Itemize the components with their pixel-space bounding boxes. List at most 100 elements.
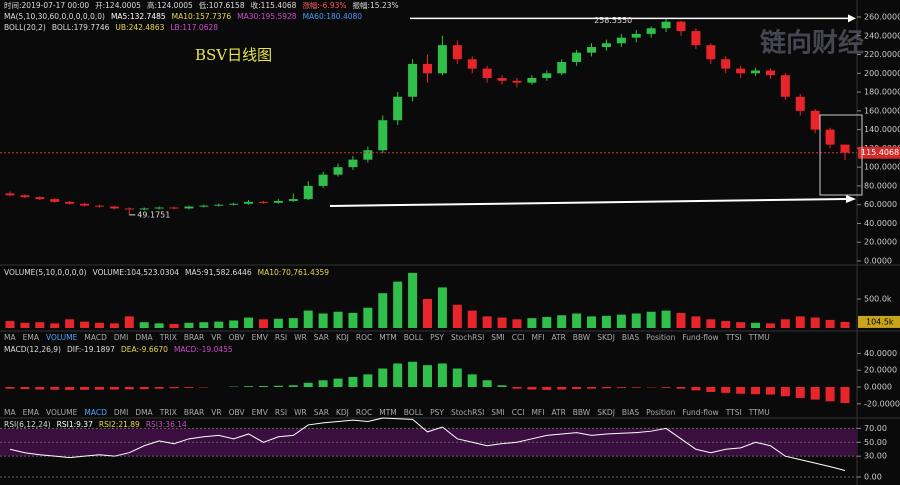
indicator-tab[interactable]: BBW [572, 333, 591, 342]
indicator-tab[interactable]: EMV [251, 333, 268, 342]
indicator-tab[interactable]: MA [4, 408, 16, 417]
macd-value: MACD:-19.0455 [173, 345, 233, 354]
indicator-tab[interactable]: BIAS [621, 408, 640, 417]
indicator-tab[interactable]: DMI [113, 408, 129, 417]
indicator-tab[interactable]: StochRSI [450, 408, 485, 417]
volume-bar [124, 316, 134, 328]
candle-body [646, 28, 656, 34]
indicator-tab[interactable]: OBV [228, 408, 245, 417]
indicator-tab[interactable]: KDJ [335, 408, 349, 417]
macd-bar [825, 387, 835, 402]
indicator-tab[interactable]: Position [646, 408, 676, 417]
indicator-tab[interactable]: MTM [379, 408, 397, 417]
indicator-tab[interactable]: BRAR [183, 333, 205, 342]
candle-body [795, 96, 805, 111]
indicator-tab[interactable]: ROC [355, 408, 373, 417]
macd-bar [751, 387, 761, 395]
indicator-tab[interactable]: CCI [511, 408, 525, 417]
candle-body [393, 96, 403, 121]
indicator-tab[interactable]: BIAS [621, 333, 640, 342]
macd-params: MACD(12,26,9) [4, 345, 61, 354]
indicator-tab[interactable]: MTM [379, 333, 397, 342]
indicator-tab[interactable]: EMV [251, 408, 268, 417]
macd-bar [244, 386, 254, 387]
y-tick-label: 0.0000 [864, 257, 892, 266]
indicator-tab[interactable]: TRIX [159, 408, 177, 417]
indicator-tab[interactable]: Fund-flow [682, 333, 719, 342]
candle-body [199, 205, 209, 207]
indicator-tab[interactable]: VOLUME [45, 408, 78, 417]
indicator-tab[interactable]: WR [294, 333, 307, 342]
volume-bar [452, 304, 462, 328]
indicator-tab[interactable]: DMI [113, 333, 129, 342]
indicator-tab[interactable]: RSI [274, 408, 288, 417]
volume-bar [229, 320, 239, 328]
indicator-tab[interactable]: EMA [22, 333, 39, 342]
indicator-tab[interactable]: SMI [491, 333, 505, 342]
macd-bar [661, 387, 671, 388]
volume-bar [736, 322, 746, 328]
indicator-tab[interactable]: BRAR [183, 408, 205, 417]
macd-bar [601, 387, 611, 389]
indicator-tab[interactable]: DMA [135, 408, 153, 417]
indicator-tab[interactable]: Fund-flow [682, 408, 719, 417]
indicator-tab[interactable]: VR [211, 333, 222, 342]
indicator-tab[interactable]: MA [4, 333, 16, 342]
volume-bar [20, 322, 30, 328]
indicator-tab[interactable]: BOLL [403, 333, 424, 342]
indicator-tab[interactable]: PSY [430, 333, 444, 342]
indicator-tab[interactable]: SKDJ [597, 408, 615, 417]
indicator-tab[interactable]: BBW [572, 408, 591, 417]
indicator-tab[interactable]: OBV [228, 333, 245, 342]
volume-bar [244, 317, 254, 328]
indicator-tab[interactable]: SAR [313, 408, 329, 417]
volume-bar [378, 293, 388, 328]
indicator-tab[interactable]: MACD [84, 408, 107, 417]
volume-bar [214, 321, 224, 328]
indicator-tab[interactable]: WR [294, 408, 307, 417]
indicator-tab[interactable]: SKDJ [597, 333, 615, 342]
indicator-tab[interactable]: RSI [274, 333, 288, 342]
indicator-tab[interactable]: Position [646, 333, 676, 342]
volume-bar [691, 316, 701, 328]
candle-body [139, 208, 149, 210]
support-arrow [329, 198, 847, 207]
indicator-tab[interactable]: ATR [551, 333, 566, 342]
indicator-tab[interactable]: PSY [430, 408, 444, 417]
indicator-tab[interactable]: TTMU [748, 333, 770, 342]
indicator-tab[interactable]: EMA [22, 408, 39, 417]
indicator-tab[interactable]: MFI [531, 333, 545, 342]
indicator-tab[interactable]: TTSI [725, 333, 742, 342]
indicator-tab[interactable]: MACD [84, 333, 107, 342]
indicator-tab[interactable]: DMA [135, 333, 153, 342]
indicator-tab[interactable]: TTMU [748, 408, 770, 417]
indicator-tab[interactable]: TRIX [159, 333, 177, 342]
indicator-tab[interactable]: ATR [551, 408, 566, 417]
volume-bar [423, 299, 432, 328]
indicator-tab[interactable]: BOLL [403, 408, 424, 417]
macd-header: MACD(12,26,9) DIF:-19.1897 DEA:-9.6670 M… [4, 345, 233, 355]
volume-params: VOLUME(5,10,0,0,0,0) [4, 268, 87, 277]
indicator-tab[interactable]: SMI [491, 408, 505, 417]
macd-bar [333, 378, 343, 387]
indicator-tab[interactable]: MFI [531, 408, 545, 417]
indicator-tab[interactable]: CCI [511, 333, 525, 342]
indicator-tab[interactable]: StochRSI [450, 333, 485, 342]
y-tick-label: 70.00 [864, 424, 887, 433]
macd-bar [840, 387, 850, 403]
indicator-tab[interactable]: ROC [355, 333, 373, 342]
candle-body [691, 31, 701, 46]
indicator-tab[interactable]: KDJ [335, 333, 349, 342]
indicator-tab[interactable]: VR [211, 408, 222, 417]
macd-bar [273, 385, 283, 387]
high: 高:124.0005 [146, 1, 193, 10]
highlight-box [819, 114, 863, 196]
candle-body [5, 193, 15, 196]
indicator-tab[interactable]: SAR [313, 333, 329, 342]
candle-body [109, 206, 119, 209]
volume-bar [646, 311, 656, 328]
indicator-tab[interactable]: VOLUME [45, 333, 78, 342]
indicator-tab[interactable]: TTSI [725, 408, 742, 417]
volume-bar [497, 317, 507, 328]
y-tick-label: 80.0000 [864, 181, 897, 190]
